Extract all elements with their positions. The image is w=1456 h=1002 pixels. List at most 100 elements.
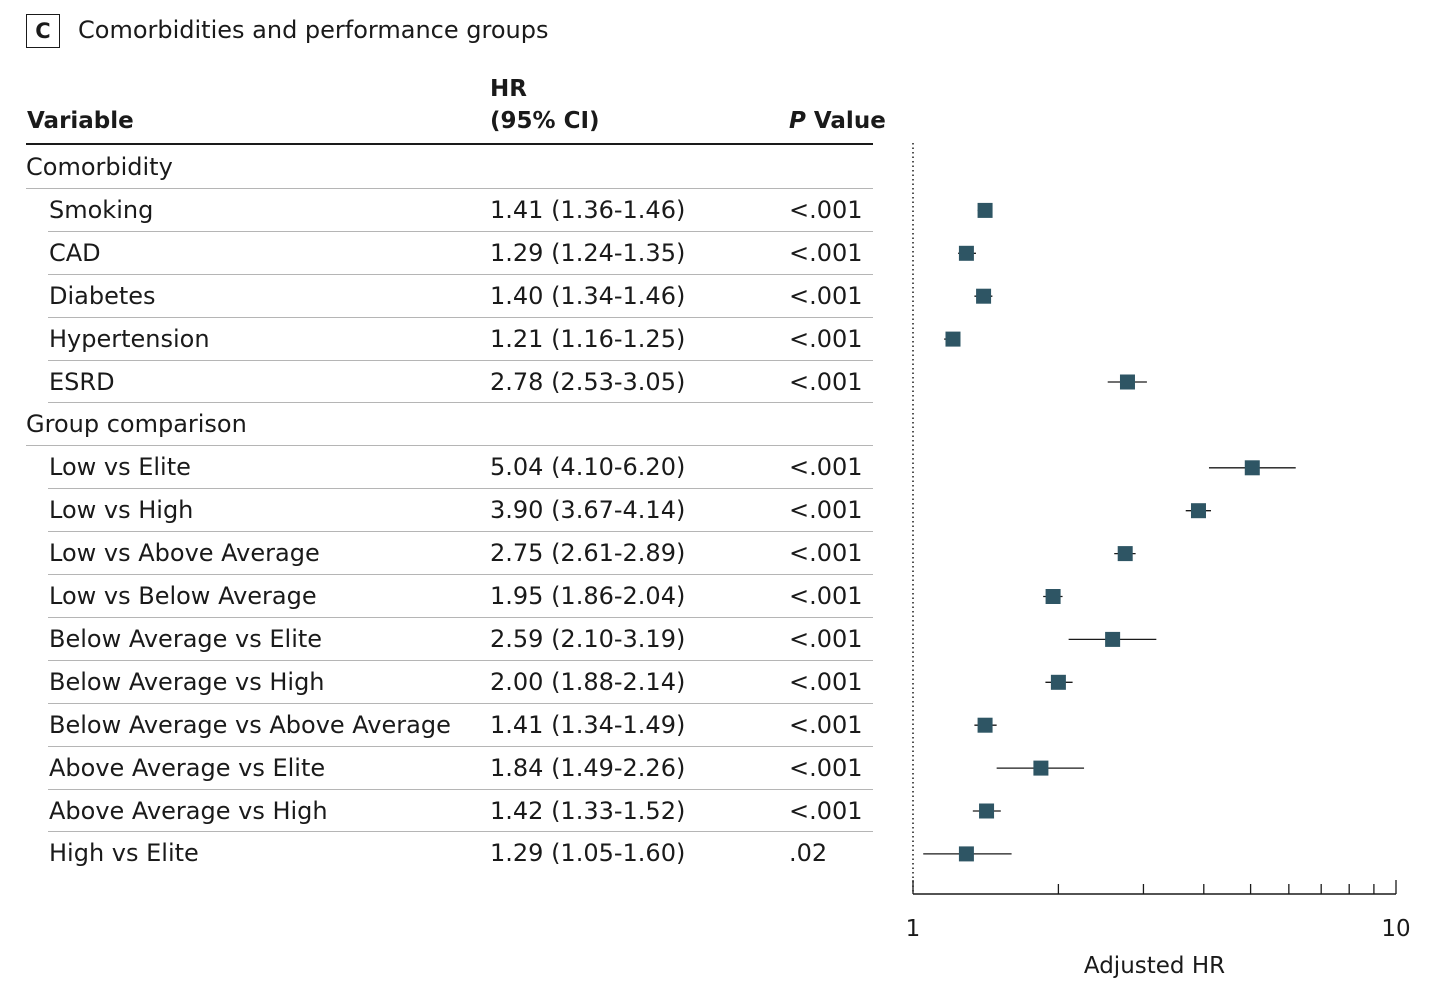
hr-point (976, 288, 992, 304)
hr-ci-value: 2.00 (1.88-2.14) (490, 667, 686, 696)
table-row: Above Average vs High 1.42 (1.33-1.52) <.0… (26, 790, 873, 833)
x-tick-label: 10 (1381, 916, 1410, 942)
variable-label: CAD (49, 238, 101, 267)
row-divider (48, 402, 873, 404)
group-header-row: Group comparison (26, 403, 873, 446)
hr-ci-value: 3.90 (3.67-4.14) (490, 496, 686, 525)
variable-label: Diabetes (49, 281, 156, 310)
hr-ci-value: 1.40 (1.34-1.46) (490, 281, 686, 310)
table-row: Hypertension 1.21 (1.16-1.25) <.001 (26, 318, 873, 361)
row-divider (26, 187, 873, 189)
variable-label: ESRD (49, 367, 115, 396)
hr-ci-value: 1.95 (1.86-2.04) (490, 582, 686, 610)
hr-point (1105, 631, 1121, 647)
table-row: Low vs Above Average 2.75 (2.61-2.89) <.00… (26, 532, 873, 575)
hr-point (1119, 374, 1135, 390)
variable-label: Below Average vs Above Average (49, 710, 451, 739)
row-divider (48, 316, 873, 318)
p-value: <.001 (789, 667, 863, 696)
hr-point (1190, 503, 1206, 519)
p-value: <.001 (789, 539, 863, 568)
row-divider (48, 745, 873, 747)
hr-ci-value: 1.41 (1.36-1.46) (490, 195, 686, 224)
row-divider (48, 831, 873, 833)
header-p-italic: P (789, 108, 806, 134)
hr-point (945, 331, 961, 347)
header-hr: HR (490, 76, 527, 102)
row-divider (48, 531, 873, 533)
table-row: ESRD 2.78 (2.53-3.05) <.001 (26, 361, 873, 404)
variable-label: Low vs Above Average (49, 539, 320, 568)
p-value: .02 (789, 839, 828, 868)
hr-point (1045, 589, 1061, 604)
p-value: <.001 (789, 238, 863, 267)
p-value: <.001 (789, 453, 863, 482)
hr-point (977, 717, 993, 733)
row-divider (48, 488, 873, 490)
table-row: Low vs Below Average 1.95 (1.86-2.04) <.00… (26, 575, 873, 618)
hr-ci-value: 2.75 (2.61-2.89) (490, 539, 686, 568)
p-value: <.001 (789, 710, 863, 739)
table-row: Above Average vs Elite 1.84 (1.49-2.26) <.… (26, 747, 873, 790)
header-p-rest: Value (805, 108, 886, 134)
x-axis-title: Adjusted HR (1084, 953, 1225, 979)
hr-point (1117, 546, 1133, 562)
panel-label: C (26, 14, 60, 48)
hr-point (1244, 460, 1260, 476)
hr-ci-value: 1.29 (1.05-1.60) (490, 839, 686, 868)
group-label: Comorbidity (26, 153, 173, 181)
variable-label: Above Average vs Elite (49, 753, 326, 782)
p-value: <.001 (789, 496, 863, 525)
hr-ci-value: 1.29 (1.24-1.35) (490, 238, 686, 267)
hr-ci-value: 2.78 (2.53-3.05) (490, 367, 686, 396)
hr-ci-value: 1.84 (1.49-2.26) (490, 753, 686, 782)
hr-point (1050, 674, 1066, 690)
row-divider (48, 230, 873, 232)
variable-label: Low vs Below Average (49, 582, 317, 610)
hr-point (958, 846, 974, 862)
header-ci: (95% CI) (490, 108, 600, 134)
table-row: Below Average vs Above Average 1.41 (1.34… (26, 704, 873, 747)
variable-label: Low vs Elite (49, 453, 191, 482)
variable-label: Low vs High (49, 496, 194, 525)
table-row: Low vs High 3.90 (3.67-4.14) <.001 (26, 489, 873, 532)
p-value: <.001 (789, 281, 863, 310)
panel-title: Comorbidities and performance groups (78, 16, 549, 44)
hr-ci-value: 5.04 (4.10-6.20) (490, 453, 686, 482)
hr-point (1033, 760, 1049, 776)
variable-label: High vs Elite (49, 839, 199, 868)
variable-label: Below Average vs Elite (49, 624, 323, 653)
p-value: <.001 (789, 582, 863, 610)
header-rule (26, 143, 873, 145)
row-divider (48, 702, 873, 704)
row-divider (48, 659, 873, 661)
hr-point (958, 245, 974, 261)
header-p-value: P Value (789, 108, 886, 134)
p-value: <.001 (789, 753, 863, 782)
table-row: Diabetes 1.40 (1.34-1.46) <.001 (26, 275, 873, 318)
variable-label: Hypertension (49, 324, 210, 353)
table-row: Smoking 1.41 (1.36-1.46) <.001 (26, 189, 873, 232)
p-value: <.001 (789, 796, 863, 825)
row-divider (48, 273, 873, 275)
p-value: <.001 (789, 195, 863, 224)
table-row: Low vs Elite 5.04 (4.10-6.20) <.001 (26, 446, 873, 489)
row-divider (48, 788, 873, 790)
row-divider (26, 445, 873, 447)
table-row: Below Average vs High 2.00 (1.88-2.14) <.0… (26, 661, 873, 704)
table-row: High vs Elite 1.29 (1.05-1.60) .02 (26, 832, 873, 875)
hr-point (977, 202, 993, 218)
row-divider (48, 359, 873, 361)
p-value: <.001 (789, 324, 863, 353)
hr-ci-value: 1.42 (1.33-1.52) (490, 796, 686, 825)
table-row: CAD 1.29 (1.24-1.35) <.001 (26, 232, 873, 275)
x-tick-label: 1 (906, 916, 921, 942)
table-row: Below Average vs Elite 2.59 (2.10-3.19) <.… (26, 618, 873, 661)
hr-point (979, 803, 995, 819)
variable-label: Below Average vs High (49, 667, 325, 696)
variable-label: Smoking (49, 195, 154, 224)
p-value: <.001 (789, 367, 863, 396)
row-divider (48, 574, 873, 575)
header-variable: Variable (27, 108, 134, 134)
